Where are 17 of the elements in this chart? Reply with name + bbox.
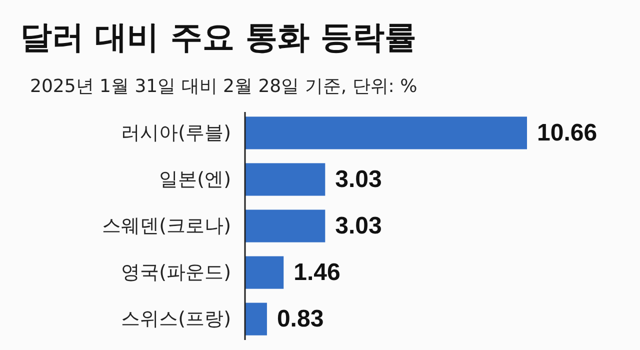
bar xyxy=(245,210,326,242)
y-tick-label: 스웨덴(크로나) xyxy=(102,215,231,237)
y-tick-label: 일본(엔) xyxy=(159,168,231,190)
data-label: 0.83 xyxy=(276,306,324,333)
y-tick-label: 영국(파운드) xyxy=(121,262,231,284)
chart-subtitle: 2025년 1월 31일 대비 2월 28일 기준, 단위: % xyxy=(30,76,418,97)
y-tick-label: 러시아(루블) xyxy=(121,122,231,144)
data-label: 10.66 xyxy=(537,119,598,146)
y-tick-label: 스위스(프랑) xyxy=(121,308,231,330)
bar xyxy=(245,116,527,150)
data-label: 3.03 xyxy=(335,166,382,193)
data-label: 1.46 xyxy=(294,259,340,286)
chart-title: 달러 대비 주요 통화 등락률 xyxy=(20,18,417,56)
bar xyxy=(245,302,267,336)
bar xyxy=(245,256,284,289)
data-label: 3.03 xyxy=(335,212,382,240)
bar xyxy=(245,163,326,196)
